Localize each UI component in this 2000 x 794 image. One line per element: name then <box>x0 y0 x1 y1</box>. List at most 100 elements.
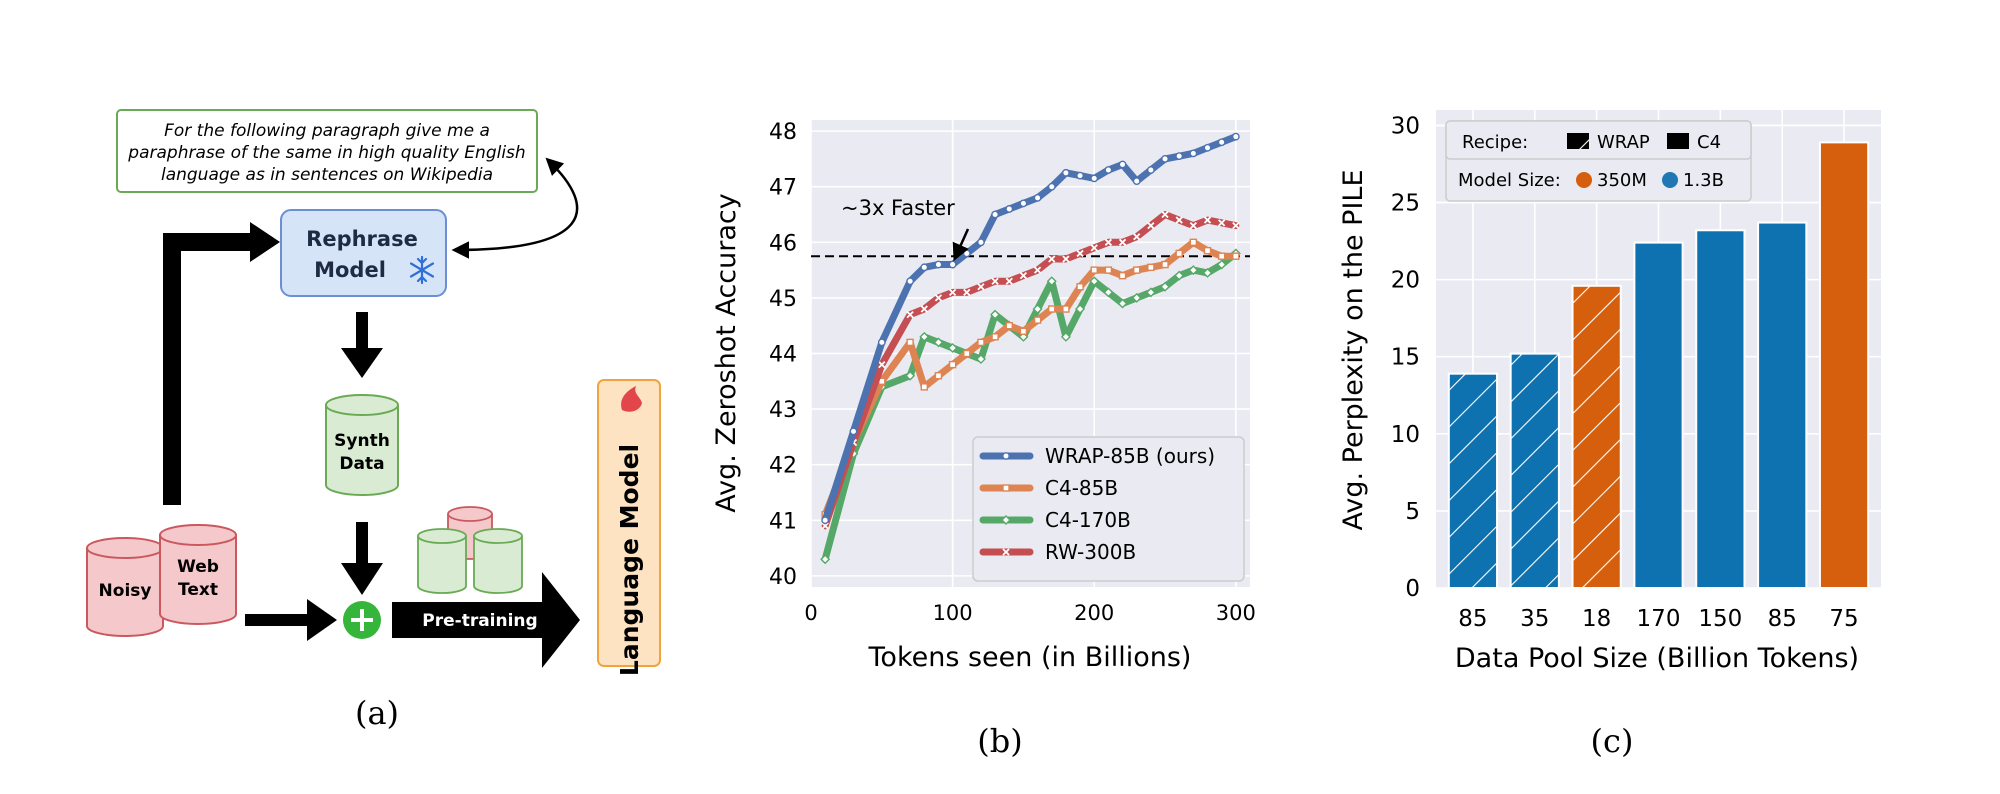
b-data-point <box>906 277 915 286</box>
b-data-point <box>906 310 914 319</box>
b-data-point <box>1005 277 1013 285</box>
b-data-point <box>1160 281 1171 292</box>
b-data-point <box>920 263 929 272</box>
b-data-point <box>948 360 957 369</box>
b-data-point <box>1189 221 1197 230</box>
b-data-point <box>1104 238 1113 246</box>
b-data-point <box>820 554 831 565</box>
b-data-point <box>934 294 943 302</box>
panel-a-diagram: For the following paragraph give me a pa… <box>86 109 661 676</box>
b-data-point <box>1033 193 1042 202</box>
legend-13b-dot <box>1662 172 1678 188</box>
language-model-label: Language Model <box>615 444 644 676</box>
c-x-tick-label: 170 <box>1637 606 1681 632</box>
b-data-point <box>1218 219 1226 227</box>
b-data-point <box>1175 249 1183 258</box>
b-legend-marker <box>1002 548 1010 556</box>
prompt-line-2: paraphrase of the same in high quality E… <box>127 143 525 163</box>
b-x-tick-label: 100 <box>933 601 973 625</box>
b-data-point <box>1147 263 1155 272</box>
b-data-point <box>1060 331 1071 342</box>
pretraining-label: Pre-training <box>422 611 537 631</box>
b-data-point <box>821 522 829 530</box>
caption-c: (c) <box>1591 722 1634 760</box>
b-data-point <box>1005 205 1014 213</box>
legend-c4-text: C4 <box>1697 132 1721 153</box>
arrow-head-down-2 <box>341 563 383 595</box>
l-arrow-head <box>250 222 280 262</box>
b-data-point <box>991 333 999 341</box>
curved-arrow <box>451 157 579 259</box>
b-data-point <box>1033 316 1042 324</box>
model-label: Model <box>314 258 386 282</box>
b-data-point <box>1005 322 1013 330</box>
b-y-tick-label: 41 <box>769 509 797 534</box>
b-data-point <box>877 338 886 347</box>
prompt-line-3: language as in sentences on Wikipedia <box>161 165 493 185</box>
legend-13b-text: 1.3B <box>1683 170 1724 191</box>
legend-c4-swatch <box>1667 133 1689 149</box>
synth-data-cylinder <box>325 394 399 496</box>
c-y-tick-label: 25 <box>1391 191 1420 217</box>
b-data-point <box>1118 238 1127 246</box>
arrow-head-right-1 <box>307 599 337 641</box>
b-data-point <box>1202 267 1213 278</box>
l-arrow-to-rephrase <box>163 233 252 505</box>
b-data-point <box>948 288 957 296</box>
b-data-point <box>849 427 858 436</box>
b-data-point <box>962 249 971 258</box>
c-legend: Recipe: WRAP C4 Model Size: 350M 1.3B <box>1445 120 1752 202</box>
b-legend-frame <box>972 436 1245 582</box>
c-x-tick-label: 85 <box>1768 606 1797 632</box>
b-data-point <box>1104 166 1113 174</box>
caption-a: (a) <box>355 694 399 732</box>
b-data-point <box>1048 305 1056 313</box>
b-data-point <box>1161 155 1169 163</box>
b-data-point <box>1133 266 1141 274</box>
b-data-point <box>1217 252 1226 260</box>
b-data-point <box>1217 138 1226 147</box>
b-data-point <box>1161 210 1169 219</box>
flame-icon <box>621 386 642 412</box>
c-y-tick-label: 10 <box>1391 422 1420 448</box>
b-x-tick-label: 300 <box>1216 601 1256 625</box>
c-bar <box>1757 221 1808 590</box>
b-y-tick-label: 45 <box>769 287 797 312</box>
c-bar-hatch <box>1572 285 1621 588</box>
b-data-point <box>1062 168 1070 177</box>
legend-350m-text: 350M <box>1597 170 1647 191</box>
b-data-point <box>1203 246 1212 255</box>
b-data-point <box>1146 166 1155 174</box>
b-legend-marker <box>1001 515 1011 525</box>
b-data-point <box>1047 182 1056 191</box>
b-data-point <box>920 305 928 313</box>
b-data-point <box>1175 216 1183 224</box>
b-data-point <box>1033 266 1042 274</box>
c-y-tick-label: 0 <box>1405 576 1420 602</box>
b-series-1 <box>821 238 1240 519</box>
c-bar-hatch <box>1510 353 1559 588</box>
c-x-tick-label: 18 <box>1582 606 1611 632</box>
prompt-line-1: For the following paragraph give me a <box>164 121 490 141</box>
pretraining-arrow <box>392 572 580 668</box>
legend-recipe-label: Recipe: <box>1462 132 1528 153</box>
c-y-tick-label: 20 <box>1391 268 1420 294</box>
b-data-point <box>1076 283 1084 291</box>
b-data-point <box>1062 255 1070 263</box>
b-data-point <box>905 370 916 381</box>
b-y-tick-label: 43 <box>769 398 797 423</box>
b-data-point <box>947 342 958 353</box>
legend-model-size-label: Model Size: <box>1458 170 1561 191</box>
b-data-point <box>1175 152 1184 161</box>
b-data-point <box>1062 305 1070 313</box>
prompt-box <box>116 109 538 193</box>
b-x-tick-label: 200 <box>1074 601 1114 625</box>
panel-c-bar-chart: 0 5 10 15 20 25 30 85 35 18 170 150 85 75 Data Pool S… <box>1338 110 1881 674</box>
c-legend-row-1 <box>1445 120 1752 160</box>
b-data-point <box>821 516 830 525</box>
web-text-cylinder <box>159 524 237 625</box>
synth-label: Synth <box>334 431 390 451</box>
b-data-point <box>1189 149 1198 158</box>
